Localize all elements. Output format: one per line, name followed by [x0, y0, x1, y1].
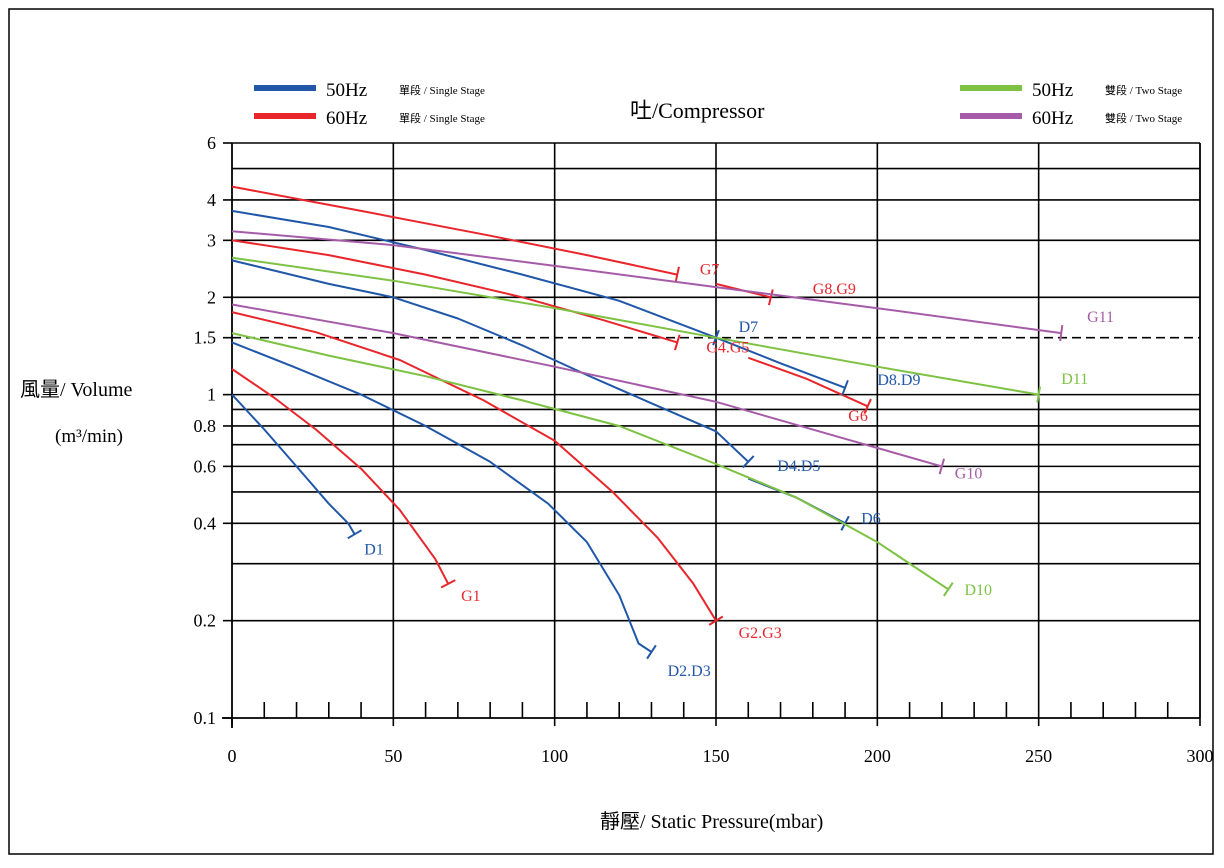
legend-stage: 單段 / Single Stage: [399, 83, 485, 97]
x-tick-label: 100: [541, 746, 568, 766]
curve-labels: D1 G1 D2.D3 G2.G3 D4.D5 D6 G4.G5 G6 D7 D8.D9 G7 G8.…: [364, 262, 1114, 680]
curve-label: D4.D5: [777, 458, 820, 475]
legend-frequency: 60Hz: [1032, 108, 1073, 129]
series-line-g11: [231, 230, 1062, 335]
series-end-marker: [646, 644, 657, 660]
curve-label: G1: [461, 588, 481, 605]
curve-label: G8.G9: [813, 281, 856, 298]
x-tick-label: 300: [1187, 746, 1214, 766]
curve-label: D8.D9: [877, 372, 920, 389]
x-tick-label: 50: [384, 746, 402, 766]
x-tick-label: 0: [228, 746, 237, 766]
y-tick-label: 3: [207, 230, 216, 250]
series-line-g2-g3: [231, 311, 717, 622]
curve-label: G6: [848, 408, 868, 425]
curve-label: G4.G5: [706, 339, 749, 356]
x-axis-label: 靜壓/ Static Pressure(mbar): [600, 810, 823, 833]
series-line-d11: [231, 256, 1039, 396]
y-axis-label-line2: (m³/min): [55, 426, 123, 447]
series-end-marker: [440, 579, 456, 589]
legend-stage: 單段 / Single Stage: [399, 111, 485, 125]
series-end-marker: [742, 455, 755, 469]
y-tick-label: 1.5: [194, 328, 217, 348]
legend-frequency: 50Hz: [1032, 80, 1073, 101]
series-end-marker: [1036, 386, 1042, 403]
y-tick-label: 0.1: [194, 708, 217, 728]
series-end-marker: [841, 379, 849, 396]
series-end-marker: [674, 334, 681, 351]
series-end-marker: [347, 529, 363, 540]
series-end-marker: [767, 289, 774, 306]
y-tick-label: 4: [207, 190, 216, 210]
series-end-marker: [863, 398, 872, 415]
series-end-marker: [943, 582, 954, 597]
series-line-d2-d3: [231, 341, 653, 653]
curve-label: D11: [1061, 371, 1088, 388]
series-line-g6: [747, 356, 869, 408]
series-end-marker: [938, 458, 946, 475]
chart-title: 吐/Compressor: [630, 98, 765, 123]
legend: 50Hz 單段 / Single Stage 60Hz 單段 / Single Sta…: [254, 80, 1182, 129]
legend-frequency: 50Hz: [326, 80, 367, 101]
y-axis-label-line1: 風量/ Volume: [20, 379, 133, 401]
curve-label: D7: [739, 319, 759, 336]
series-end-marker: [674, 266, 680, 283]
curve-label: G11: [1087, 309, 1114, 326]
series-lines: [231, 185, 1064, 660]
x-tick-label: 200: [864, 746, 891, 766]
legend-stage: 雙段 / Two Stage: [1105, 83, 1182, 97]
y-tick-label: 2: [207, 287, 216, 307]
series-line-d7: [231, 209, 717, 339]
series-end-marker: [1059, 325, 1064, 342]
curve-label: D2.D3: [668, 663, 711, 680]
y-tick-label: 0.2: [194, 611, 217, 631]
series-line-d8-d9: [715, 336, 846, 389]
curve-label: G7: [700, 262, 720, 279]
y-tick-label: 1: [207, 385, 216, 405]
x-tick-label: 150: [703, 746, 730, 766]
series-line-g10: [231, 303, 943, 468]
chart-border: [8, 8, 1214, 855]
curve-label: G2.G3: [739, 625, 782, 642]
series-line-g4-g5: [231, 239, 678, 344]
series-line-g1: [231, 368, 450, 585]
curve-label: D10: [964, 582, 992, 599]
series-line-d1: [231, 393, 356, 535]
curve-label: G10: [955, 466, 983, 483]
curve-label: D1: [364, 542, 384, 559]
series-line-g7: [231, 185, 678, 276]
series-end-marker: [708, 615, 724, 626]
series-line-d10: [231, 332, 949, 591]
y-tick-label: 0.6: [194, 456, 217, 476]
legend-frequency: 60Hz: [326, 108, 367, 129]
series-line-d4-d5: [231, 259, 749, 463]
y-tick-label: 0.4: [194, 513, 217, 533]
y-tick-label: 0.8: [194, 416, 217, 436]
legend-stage: 雙段 / Two Stage: [1105, 111, 1182, 125]
x-tick-label: 250: [1025, 746, 1052, 766]
y-tick-label: 6: [207, 133, 216, 153]
curve-label: D6: [861, 510, 881, 527]
